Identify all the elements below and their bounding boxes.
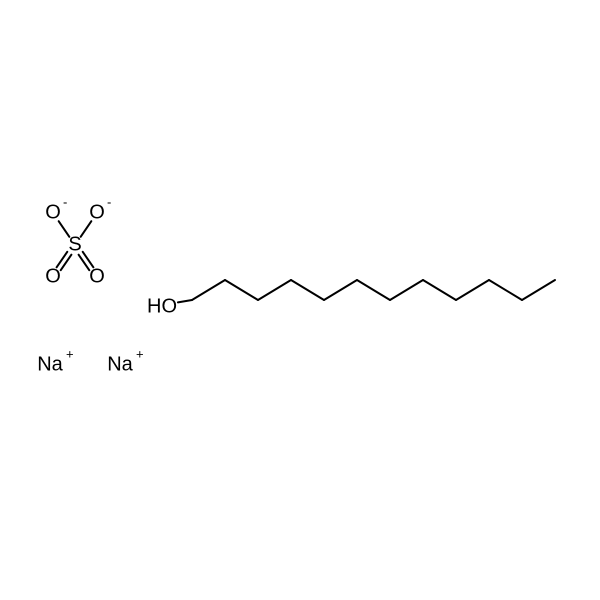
oxygen-atom-3: O [89, 265, 105, 287]
molecule-diagram: HOSO-O-OONa+Na+ [0, 0, 600, 600]
sulfur-atom: S [68, 233, 81, 255]
oxygen-atom-1: O [89, 201, 105, 223]
sodium-charge-0: + [66, 346, 74, 361]
oxygen-atom-2: O [45, 265, 61, 287]
oxygen-atom-0: O [45, 201, 61, 223]
sodium-charge-1: + [136, 346, 144, 361]
oxygen-charge-0: - [63, 194, 67, 209]
oxygen-charge-1: - [107, 194, 111, 209]
sodium-label-0: Na [37, 353, 63, 375]
hydroxyl-label: HO [147, 295, 177, 317]
sodium-label-1: Na [107, 353, 133, 375]
